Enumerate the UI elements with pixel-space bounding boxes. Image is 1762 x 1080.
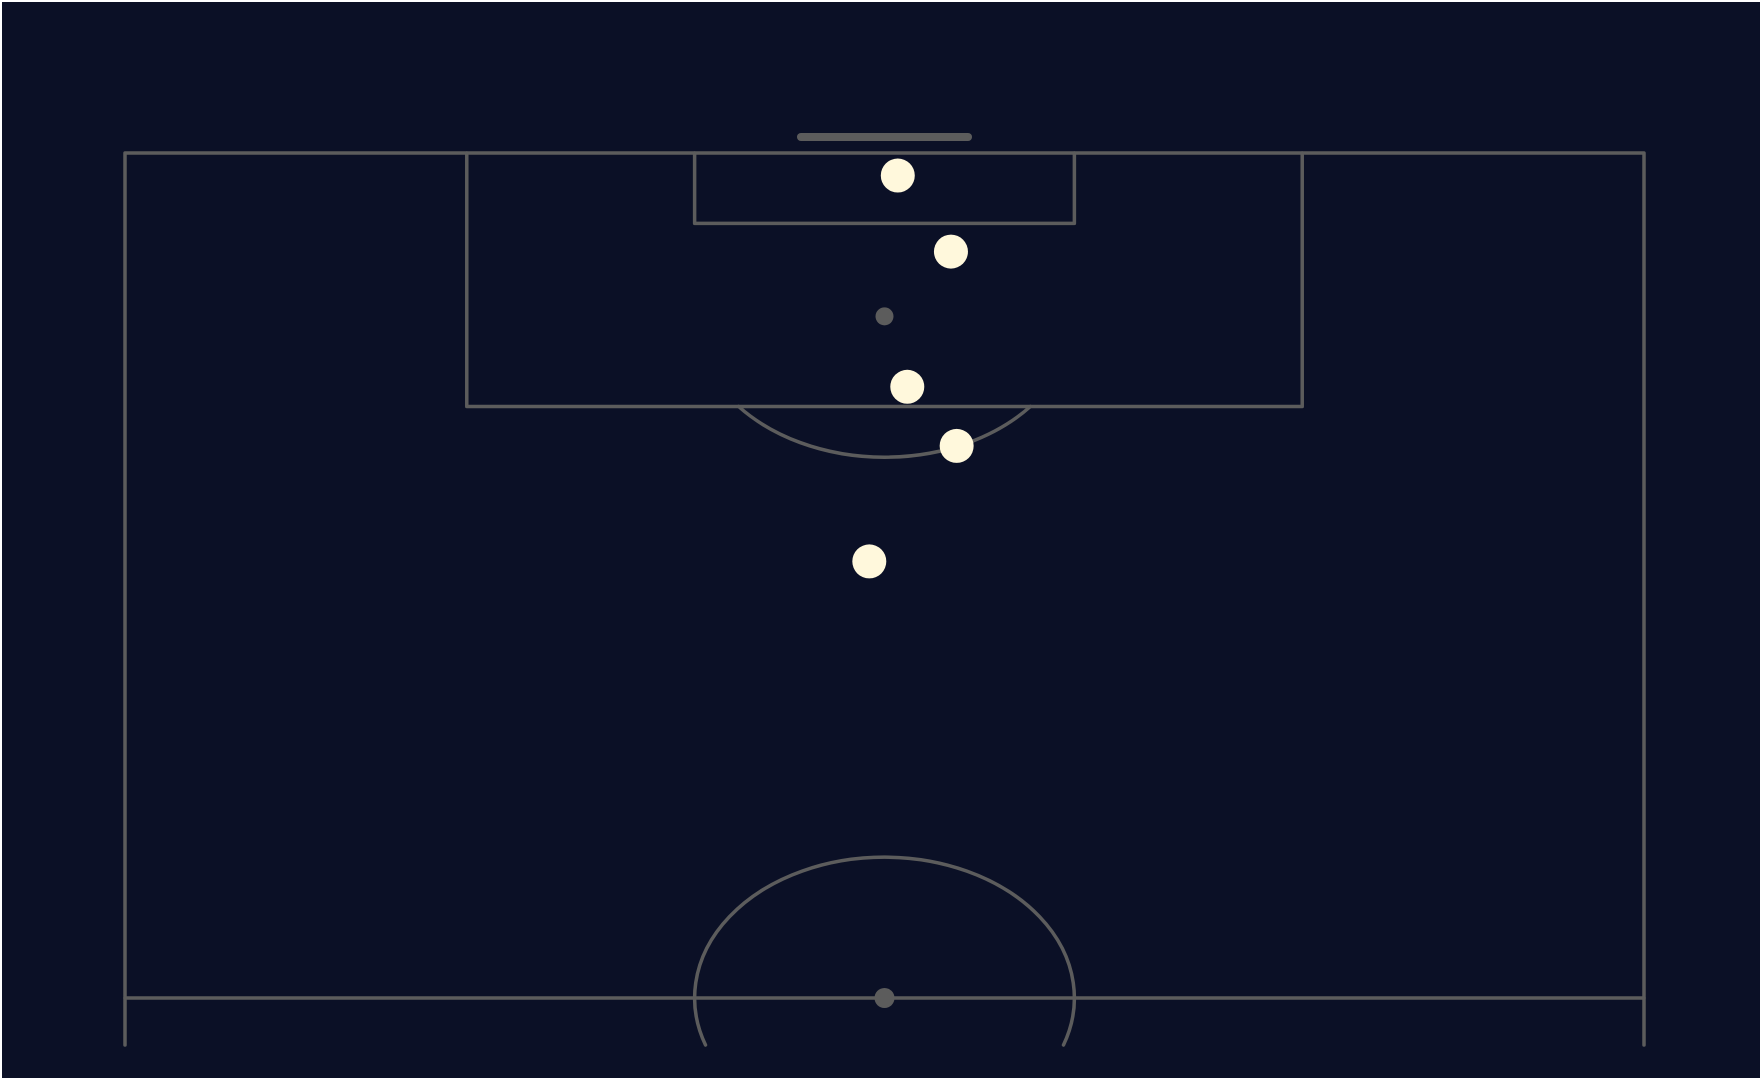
six-yard-box [692, 151, 1077, 226]
penalty-area [465, 151, 1304, 409]
pitch-markings [123, 133, 1646, 1047]
pitch-outline [123, 151, 1646, 1047]
shot-point [933, 234, 968, 269]
shot-point [939, 428, 974, 463]
centre-circle [692, 855, 1077, 1047]
penalty-arc [736, 404, 1033, 459]
shot-markers [852, 158, 974, 579]
shot-point [880, 158, 915, 193]
shot-point [852, 544, 887, 579]
shot-point [890, 369, 925, 404]
penalty-spot [875, 307, 894, 326]
centre-spot [874, 988, 895, 1008]
